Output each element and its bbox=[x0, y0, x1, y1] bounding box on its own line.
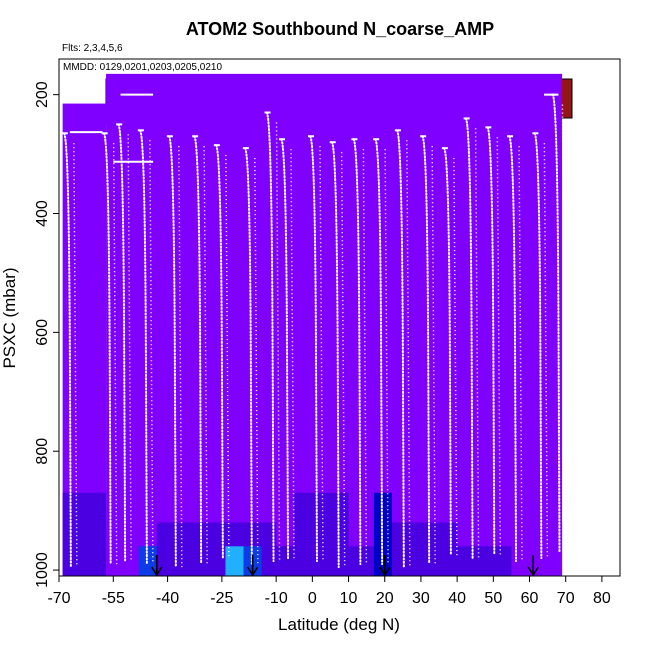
surface-arrow-head bbox=[379, 566, 391, 577]
surface-arrow-head bbox=[151, 566, 163, 577]
flight-track-profile bbox=[551, 93, 561, 554]
x-tick-label: 50 bbox=[484, 590, 502, 607]
flight-track-profile bbox=[138, 129, 148, 566]
chart-title: ATOM2 Southbound N_coarse_AMP bbox=[186, 19, 494, 39]
plot-frame bbox=[58, 58, 621, 577]
y-tick-label: 200 bbox=[34, 81, 51, 108]
x-tick-label: 30 bbox=[412, 590, 430, 607]
flight-track-profile bbox=[243, 147, 253, 566]
x-tick-label: -25 bbox=[210, 590, 233, 607]
heatmap-cell bbox=[276, 546, 385, 576]
flight-track-profile bbox=[442, 147, 452, 557]
flight-track-profile bbox=[330, 141, 340, 569]
surface-arrow-head bbox=[527, 566, 539, 577]
x-tick-label: -10 bbox=[265, 590, 288, 607]
plot-area bbox=[61, 73, 567, 577]
flight-track-profile bbox=[486, 126, 496, 557]
heatmap-cell bbox=[294, 492, 349, 547]
x-tick-label: 70 bbox=[557, 590, 575, 607]
y-tick-label: 600 bbox=[34, 319, 51, 346]
flight-track-descent bbox=[431, 146, 436, 565]
y-tick-label: 800 bbox=[34, 438, 51, 465]
flight-track-profile bbox=[395, 129, 405, 569]
flight-track-profile bbox=[62, 132, 72, 569]
flight-track-profile bbox=[308, 135, 318, 563]
y-tick-label: 1000 bbox=[34, 552, 51, 588]
x-tick-label: 40 bbox=[448, 590, 466, 607]
x-tick-label: -40 bbox=[156, 590, 179, 607]
flight-track-profile bbox=[167, 135, 177, 569]
flight-track-profile bbox=[117, 123, 127, 563]
heatmap-cell bbox=[511, 522, 563, 576]
flight-track-profile bbox=[533, 132, 543, 560]
surface-arrow-head bbox=[246, 566, 259, 577]
x-tick-label: -70 bbox=[47, 590, 70, 607]
y-tick-label: 400 bbox=[34, 200, 51, 227]
y-axis-label: PSXC (mbar) bbox=[0, 267, 19, 368]
heatmap-cell bbox=[62, 492, 107, 576]
flight-track-descent bbox=[290, 149, 295, 559]
flight-track-descent bbox=[203, 146, 208, 565]
heatmap-cell bbox=[225, 546, 244, 576]
x-tick-label: 20 bbox=[376, 590, 394, 607]
flight-track-profile bbox=[374, 138, 384, 566]
flight-track-profile bbox=[214, 144, 224, 560]
dates-subtitle: MMDD: 0129,0201,0203,0205,0210 bbox=[63, 62, 222, 73]
flight-track-profile bbox=[464, 117, 474, 560]
flight-track-profile bbox=[352, 138, 362, 566]
heatmap-cell bbox=[391, 522, 458, 576]
x-axis: -70 -55 -40 -25 -10 0 10 20 30 40 50 60 70 80 bbox=[47, 576, 611, 607]
x-tick-label: 0 bbox=[308, 590, 317, 607]
x-axis-label: Latitude (deg N) bbox=[278, 615, 400, 634]
heatmap-cell bbox=[156, 522, 212, 576]
x-tick-label: 60 bbox=[521, 590, 539, 607]
flight-track-profile bbox=[193, 135, 203, 566]
flight-track-profile bbox=[102, 132, 112, 566]
flights-subtitle: Flts: 2,3,4,5,6 bbox=[62, 43, 123, 54]
flight-track-profile bbox=[265, 111, 275, 563]
flight-track-profile bbox=[280, 138, 290, 560]
flight-track-descent bbox=[561, 104, 567, 553]
y-axis: 200 400 600 800 1000 bbox=[34, 81, 59, 588]
x-tick-label: 10 bbox=[340, 590, 358, 607]
x-tick-label: -55 bbox=[102, 590, 125, 607]
flight-track-descent bbox=[496, 137, 502, 556]
flight-track-profile bbox=[508, 135, 518, 563]
x-tick-label: 80 bbox=[593, 590, 611, 607]
heatmap-cell bbox=[457, 546, 512, 576]
flight-track-profile bbox=[421, 135, 431, 566]
